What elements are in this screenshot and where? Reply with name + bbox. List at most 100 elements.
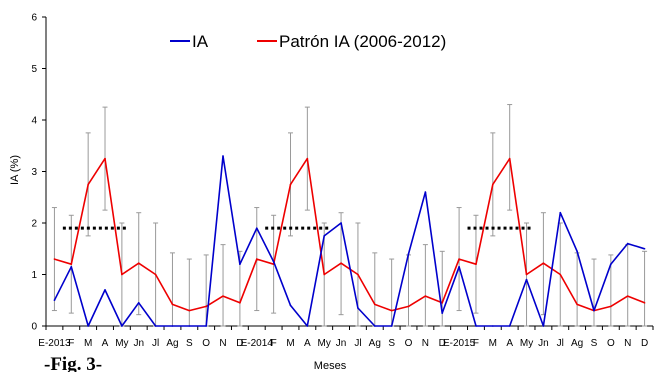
x-tick-label: Jn	[133, 338, 144, 349]
series-patron-point	[475, 263, 477, 266]
series-ia-point	[154, 325, 157, 327]
x-tick-label: F	[473, 338, 479, 349]
x-tick-label: F	[271, 338, 277, 349]
series-ia-line	[53, 155, 645, 327]
series-ia-point	[407, 253, 410, 255]
series-ia-point	[272, 260, 275, 263]
series-ia-point	[323, 235, 326, 237]
x-tick-label: N	[219, 338, 226, 349]
series-patron-point	[458, 258, 460, 260]
y-tick-label: 1	[31, 270, 37, 281]
x-tick-label: Ag	[166, 338, 178, 349]
series-ia-point	[525, 278, 528, 281]
x-tick-label: My	[520, 338, 533, 349]
axes-layer	[42, 16, 654, 330]
series-ia-point	[593, 309, 595, 312]
series-patron-point	[508, 157, 511, 160]
series-ia-point	[441, 312, 444, 314]
x-tick-label: E-2015	[443, 338, 476, 349]
error-bars	[51, 104, 648, 327]
y-tick-label: 2	[31, 219, 37, 230]
x-tick-label: M	[84, 338, 92, 349]
series-patron-point	[340, 262, 342, 264]
series-patron-point	[171, 303, 174, 306]
x-tick-label: D	[439, 338, 446, 349]
series-patron-point	[323, 273, 326, 276]
x-tick-label: N	[624, 338, 631, 349]
x-tick-label: N	[422, 338, 429, 349]
series-ia-point	[643, 247, 646, 250]
series-ia-point	[239, 263, 241, 266]
series-patron-point	[154, 273, 157, 276]
series-patron-point	[559, 273, 562, 276]
series-ia-point	[104, 289, 106, 291]
series-ia-point	[255, 227, 258, 229]
series-patron-point	[87, 183, 89, 186]
x-tick-label: M	[286, 338, 294, 349]
series-ia-point	[306, 325, 309, 327]
series-patron-point	[390, 309, 393, 312]
y-tick-label: 3	[31, 167, 37, 178]
x-tick-label: Jn	[538, 338, 549, 349]
y-axis-label: IA (%)	[9, 155, 21, 185]
series-patron-point	[70, 263, 73, 266]
x-tick-label: A	[304, 338, 311, 349]
series-patron-point	[255, 258, 258, 260]
series-ia-point	[626, 242, 629, 245]
series-ia-point	[610, 263, 612, 266]
series-ia-point	[53, 299, 56, 302]
series-patron-point	[492, 183, 494, 186]
series-patron-point	[576, 303, 578, 306]
series-ia-point	[171, 325, 174, 327]
series-lines	[53, 155, 646, 327]
figure-caption: -Fig. 3-	[44, 354, 102, 372]
x-axis-label: Meses	[314, 360, 347, 372]
legend: IA Patrón IA (2006-2012)	[170, 32, 446, 51]
series-ia-point	[475, 325, 477, 327]
series-ia-point	[87, 325, 89, 327]
series-ia-point	[205, 325, 207, 327]
series-patron-point	[407, 305, 410, 308]
series-patron-point	[525, 273, 528, 276]
x-tick-label: S	[591, 338, 598, 349]
series-patron-point	[53, 258, 56, 260]
series-ia-point	[121, 325, 123, 327]
series-ia-point	[542, 325, 545, 327]
y-tick-label: 5	[31, 64, 37, 75]
series-ia-point	[576, 250, 578, 253]
series-patron-point	[289, 183, 292, 186]
x-tick-label: S	[388, 338, 395, 349]
series-patron-line	[54, 157, 645, 312]
x-tick-label: Jn	[336, 338, 347, 349]
series-patron-point	[542, 262, 545, 264]
y-tick-label: 4	[31, 116, 37, 127]
x-tick-label: M	[489, 338, 497, 349]
series-ia-point	[373, 325, 376, 327]
series-ia-point	[424, 191, 427, 193]
series-ia-point	[188, 325, 191, 327]
series-patron-point	[643, 302, 646, 304]
series-ia-point	[289, 304, 292, 307]
x-tick-label: Ag	[369, 338, 381, 349]
series-ia-point	[357, 307, 359, 309]
x-tick-label: S	[186, 338, 193, 349]
y-tick-label: 0	[31, 322, 37, 333]
x-tick-label: Jl	[354, 338, 361, 349]
series-patron-point	[222, 295, 224, 297]
x-tick-label: F	[68, 338, 74, 349]
series-patron-point	[188, 309, 191, 312]
x-tick-label: Jl	[152, 338, 159, 349]
series-ia-point	[559, 211, 562, 214]
series-patron-point	[610, 305, 612, 308]
x-tick-label: O	[202, 338, 210, 349]
series-patron-point	[121, 273, 123, 276]
x-tick-label: My	[115, 338, 128, 349]
series-patron-point	[626, 295, 629, 297]
series-ia-point	[508, 325, 511, 327]
series-ia-point	[222, 155, 224, 157]
x-tick-label: E-2013	[38, 338, 71, 349]
legend-label-ia: IA	[192, 32, 209, 51]
series-patron-point	[357, 273, 359, 276]
